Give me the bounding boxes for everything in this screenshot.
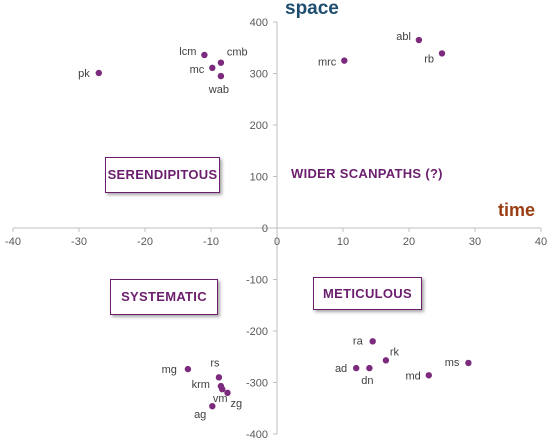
data-point-rs [215, 374, 223, 381]
data-label-zg: zg [231, 398, 243, 410]
y-tick-label: 0 [262, 223, 268, 235]
x-tick-label: 20 [403, 236, 415, 248]
data-point-md [425, 372, 432, 379]
y-tick-label: 200 [250, 120, 268, 132]
axes [12, 21, 542, 435]
data-point-rk [382, 357, 390, 364]
x-tick-label: 40 [535, 236, 547, 248]
y-tick-label: 100 [250, 172, 268, 184]
data-point-dn [366, 364, 373, 372]
data-label-ad: ad [335, 363, 347, 375]
data-label-mc: mc [190, 64, 205, 76]
x-tick-label: 30 [469, 236, 481, 248]
x-axis-title: time [498, 200, 536, 220]
data-point-ra [369, 338, 376, 345]
data-point-wab [217, 72, 225, 80]
quadrant-label-meticulous: METICULOUS [313, 277, 422, 310]
data-point-mc [209, 64, 216, 72]
x-tick-label: -10 [203, 236, 219, 248]
data-label-rb: rb [424, 53, 434, 65]
data-label-ms: ms [445, 357, 460, 369]
quadrant-label-systematic: SYSTEMATIC [110, 279, 218, 315]
data-label-krm: krm [192, 379, 210, 391]
data-label-rs: rs [210, 357, 220, 369]
data-point-ad [353, 364, 360, 372]
data-point-ms [465, 359, 472, 367]
x-tick-label: -20 [137, 236, 153, 248]
data-point-ag [209, 402, 216, 410]
y-tick-label: -300 [246, 378, 268, 390]
data-point-vm [219, 385, 226, 393]
data-label-ra: ra [353, 335, 364, 347]
y-tick-label: -100 [246, 275, 268, 287]
y-tick-label: 300 [250, 69, 268, 81]
y-tick-label: 400 [250, 17, 268, 29]
data-point-zg [224, 389, 231, 396]
y-tick-label: -400 [246, 429, 268, 441]
data-label-lcm: lcm [179, 46, 196, 58]
data-label-cmb: cmb [227, 47, 248, 59]
data-label-md: md [406, 370, 421, 382]
data-point-lcm [201, 51, 208, 59]
data-label-wab: wab [208, 84, 229, 96]
data-label-vm: vm [213, 393, 228, 405]
data-point-mg [184, 365, 192, 373]
x-tick-label: 0 [274, 236, 280, 248]
data-label-dn: dn [361, 375, 373, 387]
data-point-pk [95, 69, 103, 77]
data-label-mrc: mrc [318, 57, 337, 69]
x-tick-label: 10 [337, 236, 349, 248]
quadrant-label-serendipitous: SERENDIPITOUS [105, 157, 220, 193]
quadrant-label-wider-scanpaths: WIDER SCANPATHS (?) [291, 166, 443, 181]
y-tick-label: -200 [246, 326, 268, 338]
x-tick-label: -30 [71, 236, 87, 248]
data-point-rb [438, 50, 446, 57]
data-point-mrc [341, 57, 348, 64]
x-tick-label: -40 [5, 236, 21, 248]
data-point-cmb [217, 59, 225, 66]
y-axis-title: space [285, 0, 339, 19]
data-label-abl: abl [396, 31, 411, 43]
data-label-ag: ag [194, 409, 206, 421]
data-points [95, 36, 472, 410]
data-label-pk: pk [78, 68, 90, 80]
data-point-abl [415, 36, 423, 44]
data-label-rk: rk [390, 346, 400, 358]
tick-labels: -40 -30 -20 -10 0 10 20 30 404003002001000-100-2… [5, 17, 547, 441]
data-label-mg: mg [162, 364, 177, 376]
